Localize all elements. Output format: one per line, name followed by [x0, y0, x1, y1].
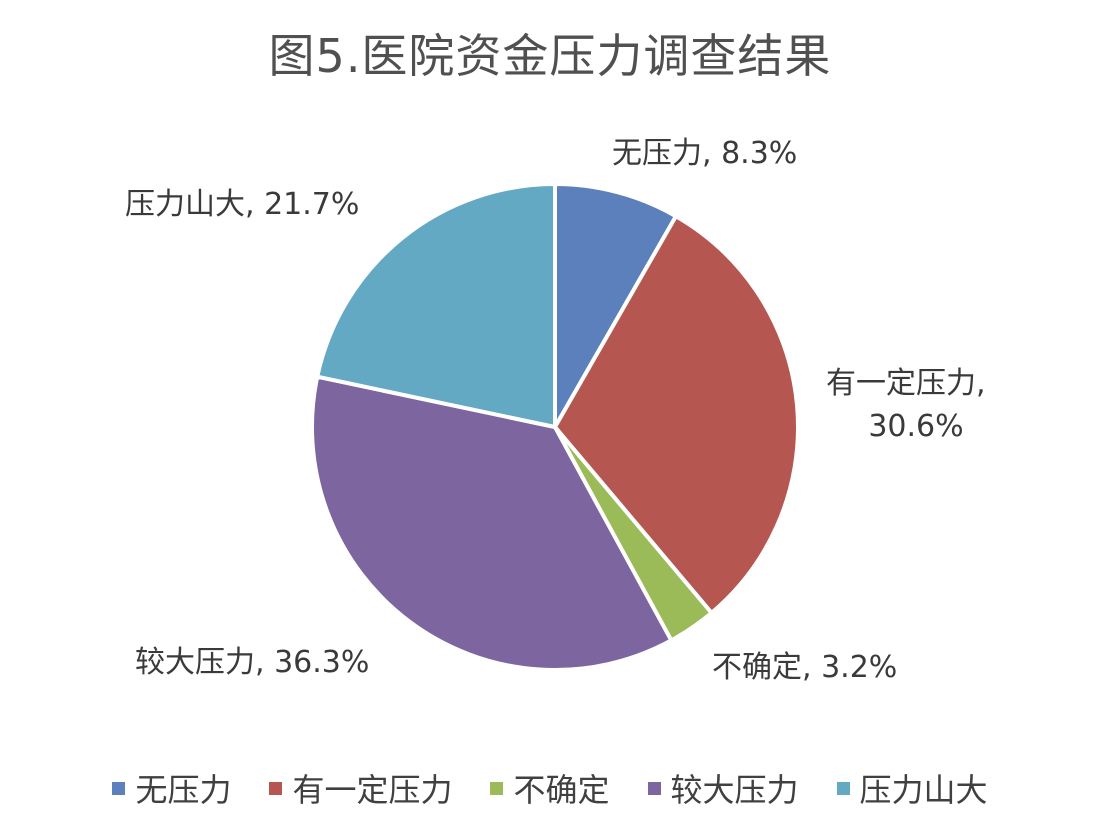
legend: 无压力 有一定压力 不确定 较大压力 压力山大: [0, 765, 1100, 811]
pie-slice-1: [553, 181, 679, 435]
legend-item-2: 有一定压力: [269, 765, 452, 811]
legend-label: 压力山大: [859, 771, 988, 809]
data-label-1: 无压力, 8.3%: [612, 136, 797, 171]
pie-slice-4: [309, 374, 675, 672]
data-label-5: 压力山大, 21.7%: [125, 187, 359, 222]
legend-label: 有一定压力: [292, 771, 453, 809]
legend-label: 无压力: [135, 771, 232, 809]
legend-swatch: [647, 781, 661, 795]
legend-item-4: 较大压力: [647, 765, 799, 811]
legend-item-5: 压力山大: [836, 765, 988, 811]
pie-slice-2: [552, 213, 800, 616]
chart-title: 图5.医院资金压力调查结果: [268, 29, 832, 83]
data-label-2-line2: 30.6%: [868, 409, 963, 444]
legend-label: 不确定: [513, 771, 610, 809]
data-label-4: 较大压力, 36.3%: [135, 645, 369, 680]
legend-label: 较大压力: [670, 771, 799, 809]
pie-data-labels: 无压力, 8.3% 有一定压力, 30.6% 不确定, 3.2% 较大压力, 36.3%…: [125, 136, 986, 685]
legend-swatch: [269, 781, 283, 795]
legend-swatch: [836, 781, 850, 795]
legend-item-1: 无压力: [112, 765, 231, 811]
pie-slice-5: [314, 181, 557, 430]
data-label-2-line1: 有一定压力,: [826, 366, 986, 401]
pie-slices: [309, 181, 800, 672]
data-label-3: 不确定, 3.2%: [712, 650, 897, 685]
legend-swatch: [490, 781, 504, 795]
legend-item-3: 不确定: [490, 765, 610, 811]
legend-swatch: [112, 781, 126, 795]
